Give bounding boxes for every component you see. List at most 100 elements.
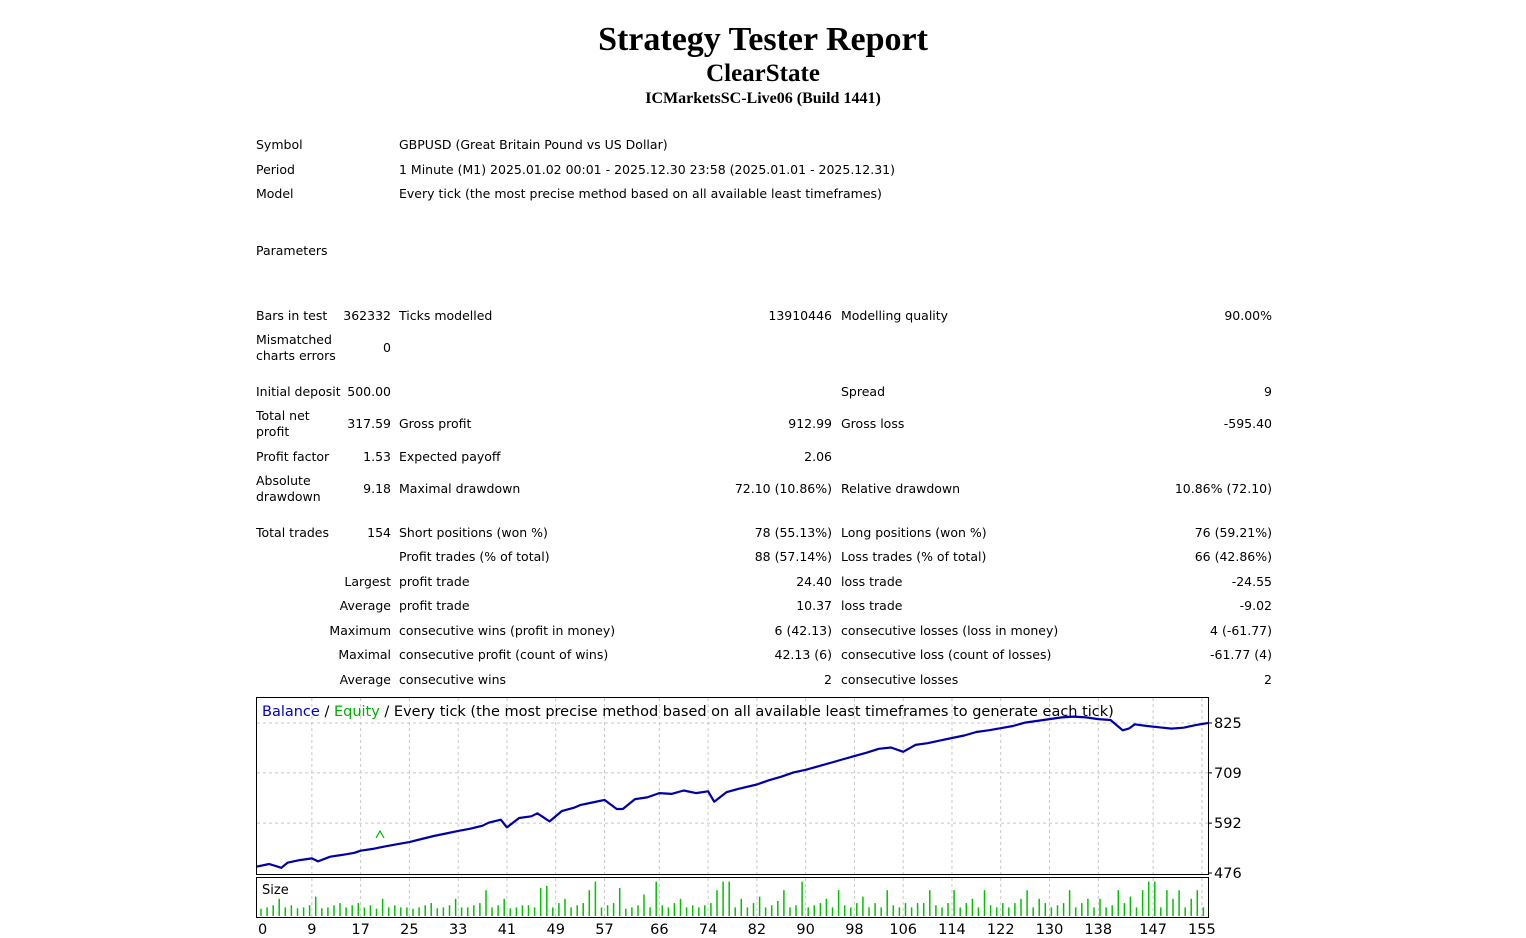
- netprofit-label: Total net profit: [256, 408, 310, 439]
- mismatch-label: Mismatched charts errors: [256, 332, 336, 363]
- largest-profit-value: 24.40: [796, 574, 832, 589]
- payoff-value: 2.06: [804, 449, 832, 464]
- legend-equity: Equity: [334, 704, 380, 720]
- largest-loss-label: loss trade: [841, 574, 903, 589]
- avg-wins-label: consecutive wins: [399, 672, 507, 687]
- payoff-label: Expected payoff: [399, 449, 501, 464]
- x-tick-label: 114: [938, 922, 966, 938]
- long-label: Long positions (won %): [841, 525, 987, 540]
- grossloss-label: Gross loss: [841, 416, 905, 431]
- server-build: ICMarketsSC-Live06 (Build 1441): [645, 90, 881, 107]
- absdd-value: 9.18: [363, 481, 391, 496]
- reldd-value: 10.86% (72.10): [1174, 481, 1272, 496]
- size-bars: [260, 881, 1205, 916]
- x-tick-label: 147: [1139, 922, 1167, 938]
- ltrades-label: Loss trades (% of total): [841, 549, 987, 564]
- ptrades-value: 88 (57.14%): [754, 549, 832, 564]
- maximal-loss-value: -61.77 (4): [1210, 647, 1272, 662]
- pf-value: 1.53: [363, 449, 391, 464]
- average-label: Average: [339, 598, 391, 613]
- model-label: Model: [256, 186, 294, 201]
- mismatch-value: 0: [383, 340, 391, 355]
- max-wins-label: consecutive wins (profit in money): [399, 623, 616, 638]
- max-losses-label: consecutive losses (loss in money): [841, 623, 1059, 638]
- y-tick-label: 709: [1214, 766, 1242, 782]
- quality-value: 90.00%: [1224, 308, 1272, 323]
- avg-losses-label: consecutive losses: [841, 672, 959, 687]
- legend-balance: Balance: [262, 704, 320, 720]
- report-title: Strategy Tester Report: [598, 21, 928, 58]
- x-axis-labels: 0 9 17 25 33 41 49 57 66 74 82 90 98 106 114 122 130 138 1…: [258, 922, 1216, 938]
- x-tick-label: 0: [258, 922, 267, 938]
- maximum-label: Maximum: [329, 623, 391, 638]
- x-tick-label: 130: [1036, 922, 1064, 938]
- x-tick-label: 57: [595, 922, 613, 938]
- x-tick-label: 90: [796, 922, 814, 938]
- bars-value: 362332: [343, 308, 391, 323]
- absdd-label: Absolute drawdown: [256, 473, 321, 504]
- maximal-label: Maximal: [338, 647, 391, 662]
- avg-losses-value: 2: [1264, 672, 1272, 687]
- average-loss-label: loss trade: [841, 598, 903, 613]
- spread-label: Spread: [841, 384, 886, 399]
- chart-legend: Balance / Equity / Every tick (the most …: [262, 704, 1114, 720]
- maxdd-label: Maximal drawdown: [399, 481, 521, 496]
- x-tick-label: 9: [307, 922, 316, 938]
- x-tick-label: 49: [546, 922, 564, 938]
- quality-label: Modelling quality: [841, 308, 949, 323]
- legend-model: Every tick (the most precise method base…: [394, 704, 1114, 720]
- ltrades-value: 66 (42.86%): [1194, 549, 1272, 564]
- x-tick-label: 25: [400, 922, 418, 938]
- maximal-profit-label: consecutive profit (count of wins): [399, 647, 609, 662]
- largest-profit-label: profit trade: [399, 574, 470, 589]
- equity-marker: [375, 829, 385, 839]
- deposit-value: 500.00: [347, 384, 391, 399]
- grossprofit-label: Gross profit: [399, 416, 472, 431]
- largest-label: Largest: [344, 574, 391, 589]
- legend-sep-2: /: [380, 704, 394, 720]
- bars-label: Bars in test: [256, 308, 328, 323]
- grossprofit-value: 912.99: [788, 416, 832, 431]
- largest-loss-value: -24.55: [1231, 574, 1272, 589]
- x-tick-label: 82: [748, 922, 766, 938]
- maxdd-value: 72.10 (10.86%): [734, 481, 832, 496]
- max-wins-value: 6 (42.13): [774, 623, 832, 638]
- size-label: Size: [262, 883, 289, 898]
- grid: [257, 698, 1212, 917]
- y-tick-label: 476: [1214, 866, 1242, 882]
- average-loss-value: -9.02: [1239, 598, 1272, 613]
- ticks-label: Ticks modelled: [399, 308, 493, 323]
- maximal-loss-label: consecutive loss (count of losses): [841, 647, 1052, 662]
- x-tick-label: 17: [351, 922, 369, 938]
- average-profit-label: profit trade: [399, 598, 470, 613]
- x-tick-label: 66: [650, 922, 668, 938]
- x-tick-label: 106: [889, 922, 917, 938]
- x-tick-label: 74: [699, 922, 717, 938]
- trades-value: 154: [367, 525, 391, 540]
- deposit-label: Initial deposit: [256, 384, 341, 399]
- symbol-value: GBPUSD (Great Britain Pound vs US Dollar…: [399, 137, 668, 152]
- parameters-label: Parameters: [256, 243, 328, 258]
- maximal-profit-value: 42.13 (6): [774, 647, 832, 662]
- pf-label: Profit factor: [256, 449, 330, 464]
- x-tick-label: 41: [498, 922, 516, 938]
- short-value: 78 (55.13%): [754, 525, 832, 540]
- symbol-label: Symbol: [256, 137, 303, 152]
- size-plot-frame: [256, 877, 1209, 918]
- ticks-value: 13910446: [768, 308, 832, 323]
- reldd-label: Relative drawdown: [841, 481, 961, 496]
- avg-consec-label: Average: [339, 672, 391, 687]
- period-value: 1 Minute (M1) 2025.01.02 00:01 - 2025.12…: [399, 162, 895, 177]
- period-label: Period: [256, 162, 295, 177]
- x-tick-label: 33: [449, 922, 467, 938]
- x-tick-label: 98: [845, 922, 863, 938]
- x-tick-label: 138: [1084, 922, 1112, 938]
- model-value: Every tick (the most precise method base…: [399, 186, 882, 201]
- spread-value: 9: [1264, 384, 1272, 399]
- legend-sep-1: /: [320, 704, 334, 720]
- avg-wins-value: 2: [824, 672, 832, 687]
- max-losses-value: 4 (-61.77): [1210, 623, 1272, 638]
- y-tick-label: 825: [1214, 716, 1242, 732]
- x-tick-label: 155: [1188, 922, 1216, 938]
- ptrades-label: Profit trades (% of total): [399, 549, 550, 564]
